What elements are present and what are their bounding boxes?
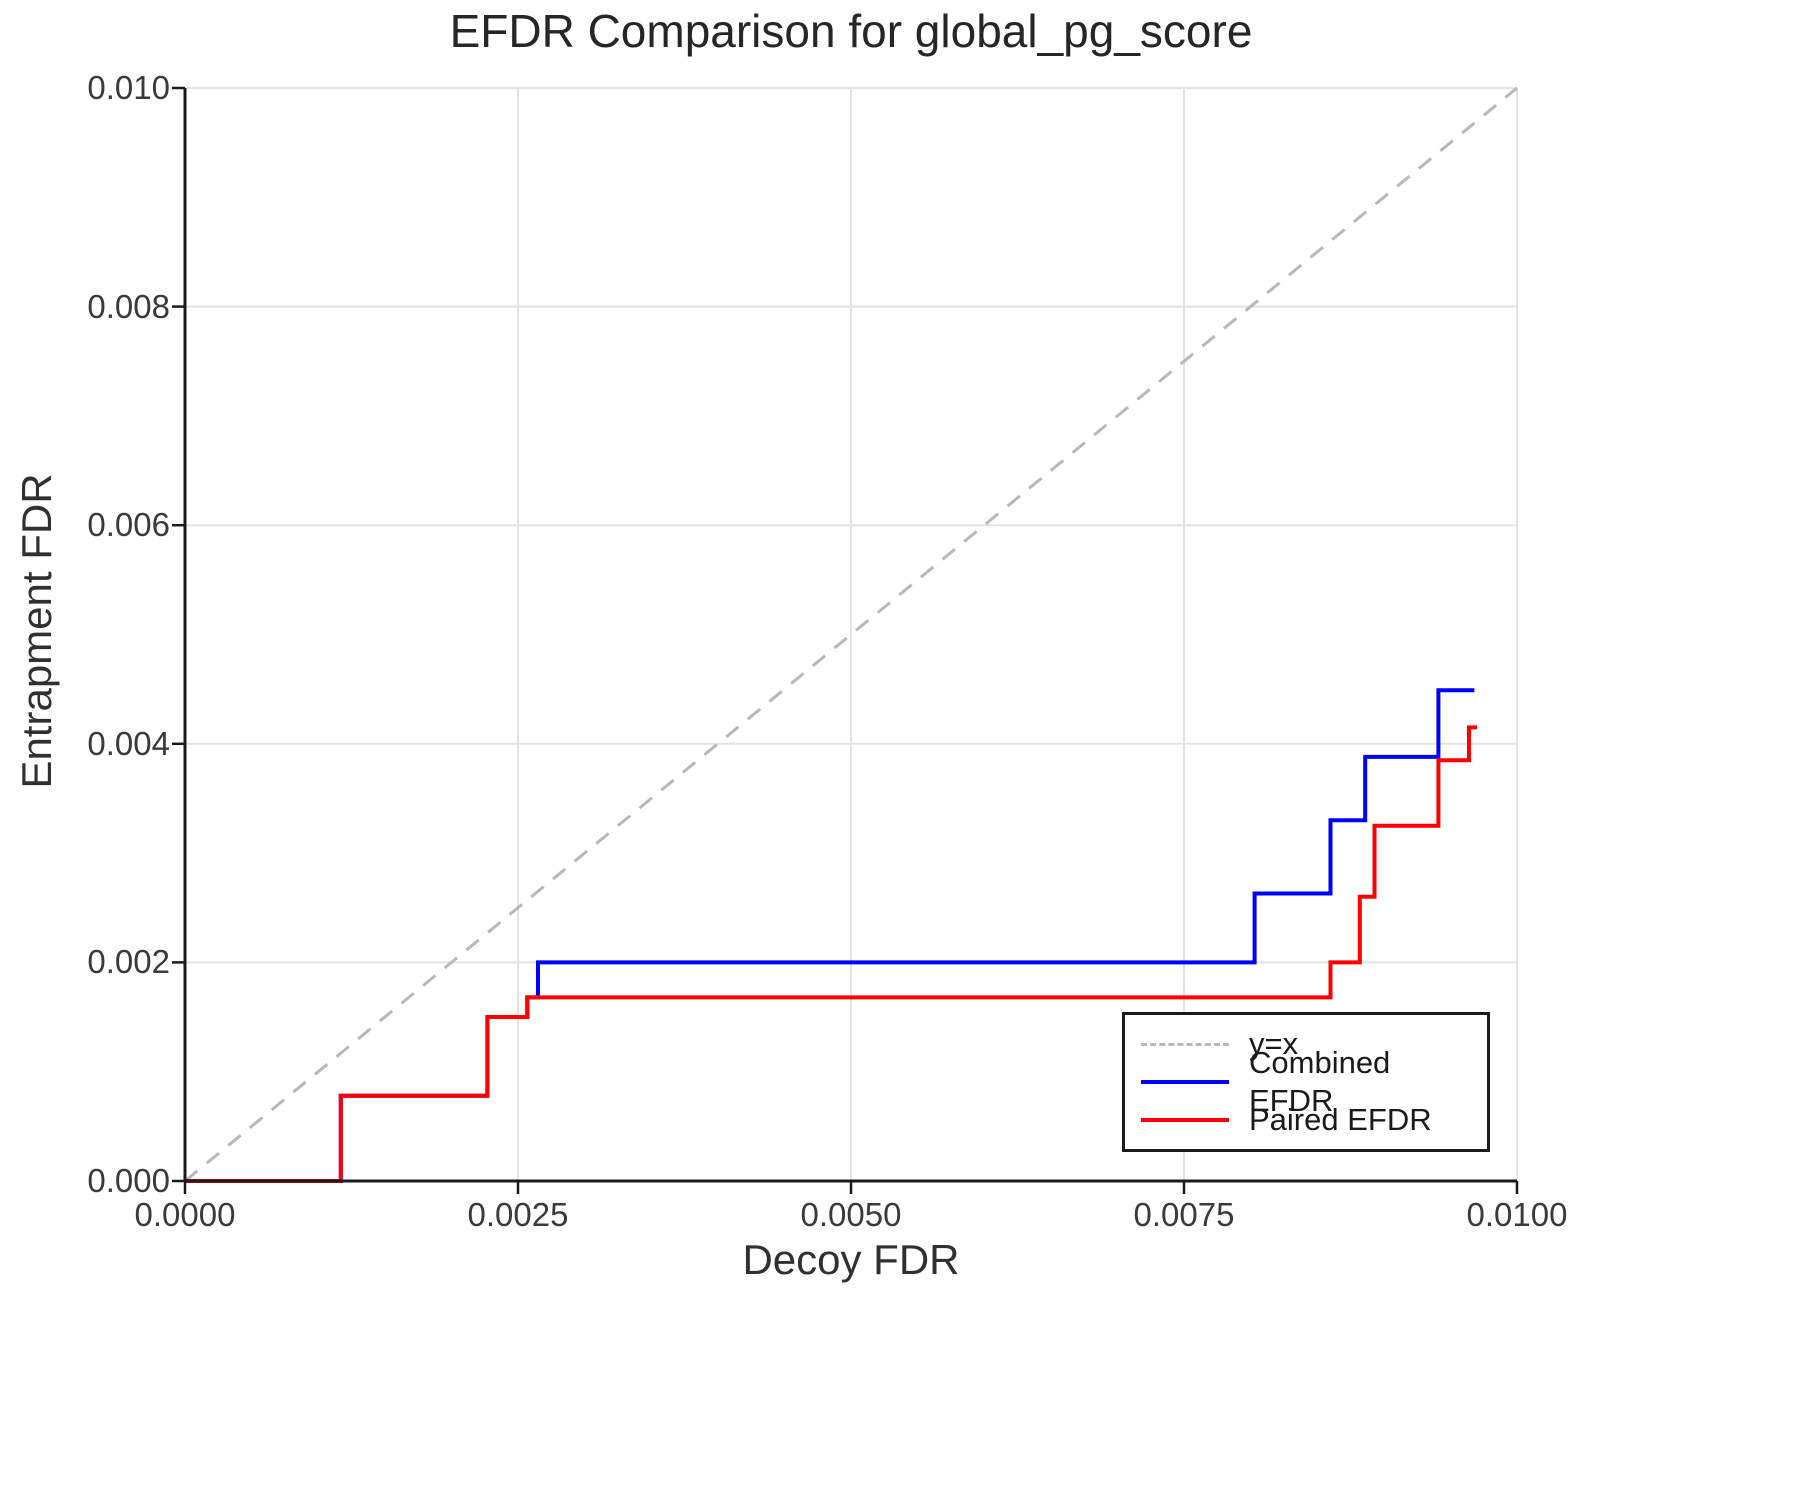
legend-label: y=x xyxy=(1249,1026,1299,1061)
y-tick-label: 0.002 xyxy=(87,943,170,981)
x-tick-label: 0.0025 xyxy=(467,1196,569,1233)
legend: y=x Combined EFDR Paired EFDR xyxy=(1122,1012,1490,1152)
y-tick-label: 0.000 xyxy=(87,1162,170,1199)
x-tick-label: 0.0000 xyxy=(134,1196,236,1233)
x-tick-label: 0.0050 xyxy=(800,1196,902,1233)
x-tick-label: 0.0075 xyxy=(1133,1196,1235,1233)
y-tick-label: 0.004 xyxy=(87,724,170,762)
dashed-line-sample-icon xyxy=(1141,1042,1229,1046)
chart-title: EFDR Comparison for global_pg_score xyxy=(449,5,1253,57)
x-axis-label: Decoy FDR xyxy=(742,1236,960,1283)
solid-line-sample-icon xyxy=(1141,1080,1229,1084)
legend-item-yx: y=x xyxy=(1141,1025,1471,1063)
y-tick-label: 0.006 xyxy=(87,506,170,544)
x-tick-label: 0.0100 xyxy=(1466,1196,1568,1233)
legend-item-combined-efdr: Combined EFDR xyxy=(1141,1045,1471,1118)
reference-line-y-equals-x xyxy=(184,86,1518,1183)
y-tick-label: 0.010 xyxy=(87,69,170,106)
y-tick-label: 0.008 xyxy=(87,287,170,325)
series-paired-efdr xyxy=(185,725,1477,1183)
legend-label: Combined EFDR xyxy=(1249,1045,1391,1118)
y-axis-label: Entrapment FDR xyxy=(13,473,60,789)
legend-item-paired-efdr: Paired EFDR xyxy=(1141,1101,1471,1139)
legend-label: Paired EFDR xyxy=(1249,1102,1432,1137)
solid-line-sample-icon xyxy=(1141,1118,1229,1122)
